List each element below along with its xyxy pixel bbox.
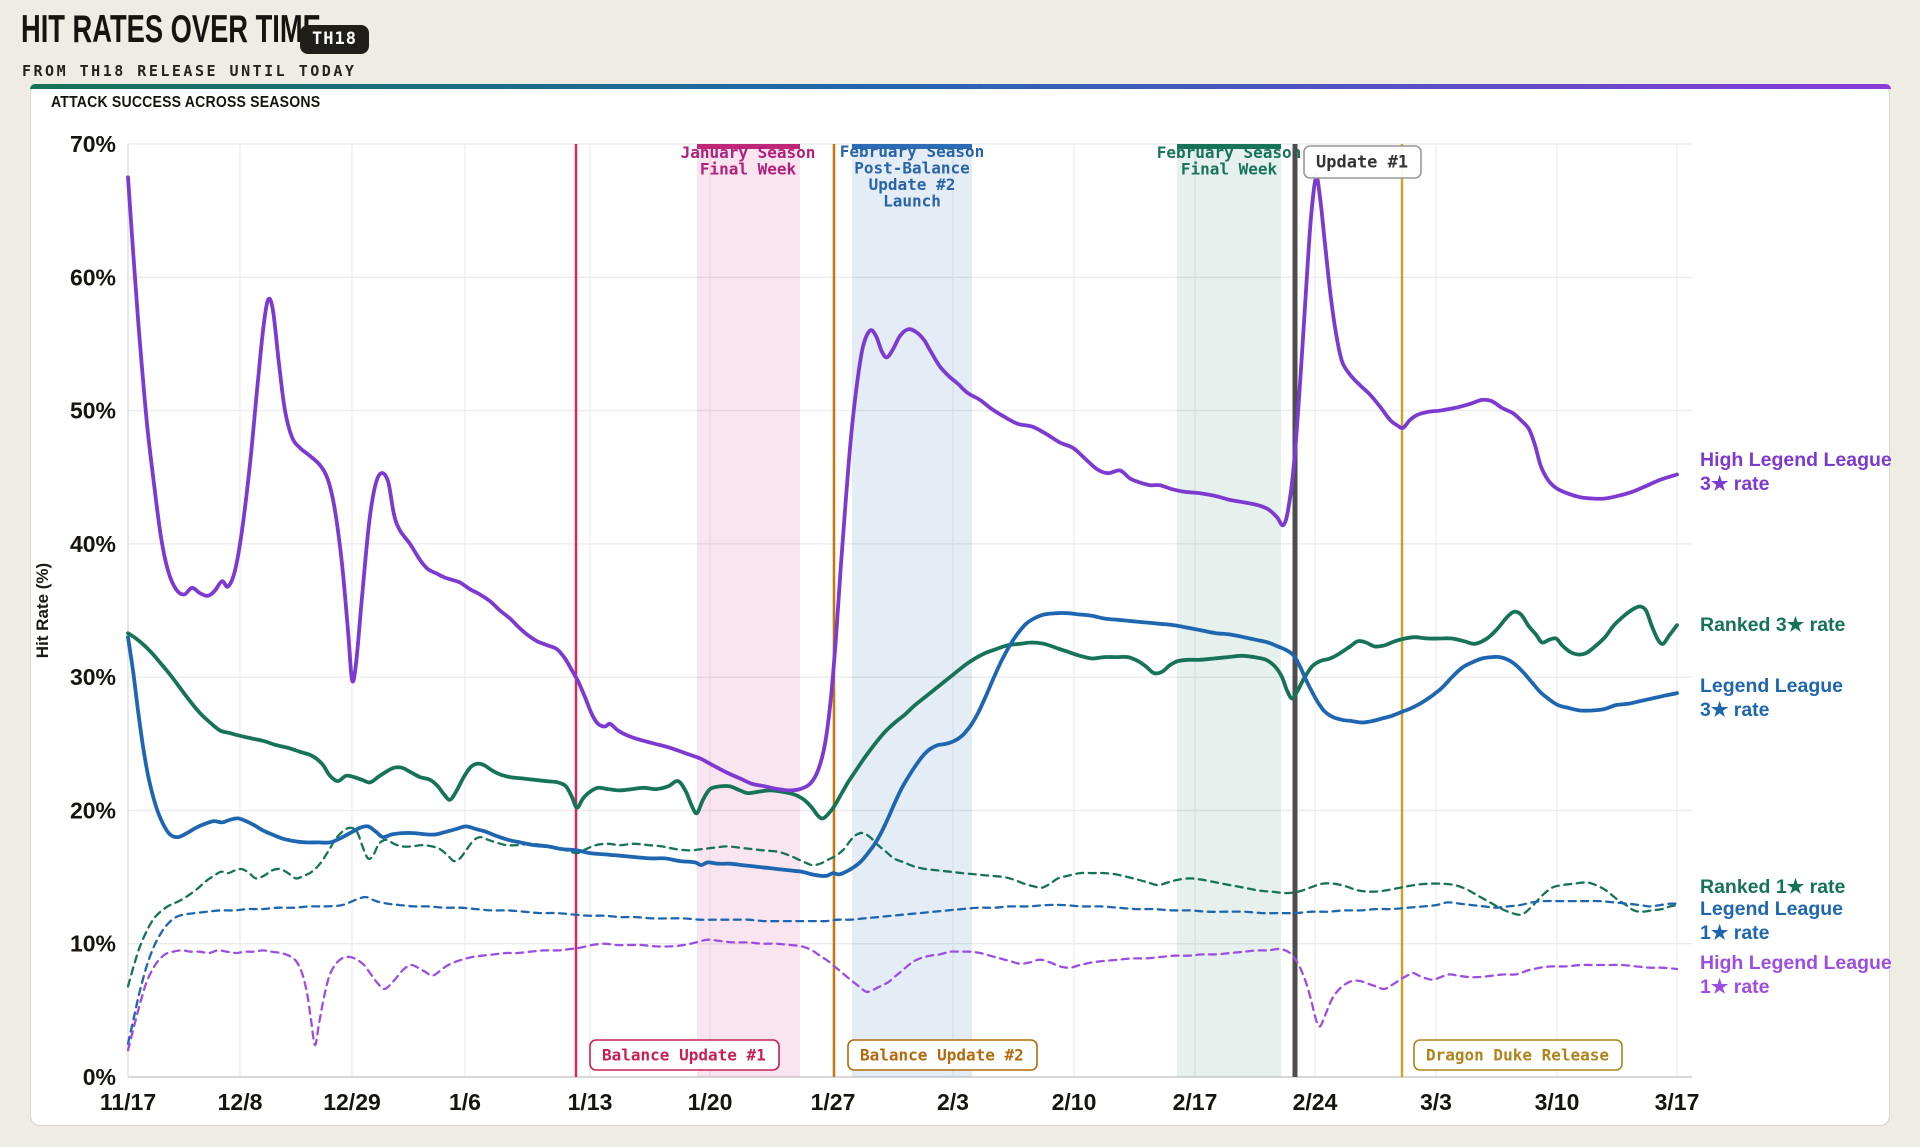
legend-label: High Legend League bbox=[1700, 952, 1892, 974]
x-tick-label: 1/6 bbox=[449, 1089, 481, 1115]
band-label: Final Week bbox=[1181, 160, 1278, 179]
x-tick-label: 2/17 bbox=[1173, 1089, 1218, 1115]
event-label-text: Dragon Duke Release bbox=[1426, 1046, 1609, 1065]
legend-label: Legend League bbox=[1700, 898, 1843, 920]
event-label-text: Update #1 bbox=[1316, 153, 1408, 173]
axes: 70% 60% 50% 40% 30% 20% 10% 0%11/17 12/8 12/29 1/6… bbox=[33, 131, 1699, 1115]
band-area bbox=[1177, 144, 1281, 1077]
page-subtitle: FROM TH18 RELEASE UNTIL TODAY bbox=[22, 62, 357, 80]
x-tick-label: 2/3 bbox=[937, 1089, 969, 1115]
band-label: January Season bbox=[681, 143, 816, 162]
chart-card: ATTACK SUCCESS ACROSS SEASONS bbox=[30, 84, 1891, 1126]
y-axis-title: Hit Rate (%) bbox=[33, 563, 52, 658]
x-tick-label: 11/17 bbox=[100, 1089, 156, 1115]
x-tick-label: 3/17 bbox=[1655, 1089, 1700, 1115]
band-label: February Season bbox=[840, 142, 985, 161]
legend-label: 3★ rate bbox=[1700, 473, 1770, 495]
x-tick-label: 3/10 bbox=[1535, 1089, 1580, 1115]
series-line-high-legend-league-1star bbox=[126, 938, 1679, 1052]
x-tick-label: 1/27 bbox=[811, 1089, 856, 1115]
band-area bbox=[852, 144, 972, 1077]
card-accent-bar bbox=[30, 84, 1891, 89]
series-line-high-legend-league-3star bbox=[126, 174, 1679, 793]
y-tick-label: 30% bbox=[70, 664, 116, 690]
th18-badge: TH18 bbox=[300, 25, 369, 54]
y-tick-label: 20% bbox=[70, 797, 116, 823]
y-tick-label: 10% bbox=[70, 931, 116, 957]
event-label-update-1: Update #1 bbox=[1303, 145, 1422, 179]
x-tick-label: 1/20 bbox=[688, 1089, 733, 1115]
band-label: Update #2 bbox=[869, 175, 956, 194]
page-header: HIT RATES OVER TIME TH18 FROM TH18 RELEA… bbox=[0, 0, 1920, 84]
event-label-balance-update-1: Balance Update #1 bbox=[589, 1039, 780, 1071]
series-line-legend-league-1star bbox=[126, 895, 1679, 1045]
x-tick-label: 12/29 bbox=[323, 1089, 381, 1115]
legend-ranked-3star: Ranked 3★ rate bbox=[1700, 614, 1846, 636]
x-tick-label: 1/13 bbox=[568, 1089, 613, 1115]
y-tick-label: 40% bbox=[70, 531, 116, 557]
y-tick-label: 50% bbox=[70, 398, 116, 424]
legend-label: 1★ rate bbox=[1700, 976, 1770, 998]
event-label-text: Balance Update #1 bbox=[602, 1046, 766, 1065]
band-cap bbox=[697, 144, 800, 149]
legend-ranked-1star: Ranked 1★ rate bbox=[1700, 876, 1846, 898]
series-line-ranked-1star bbox=[126, 826, 1679, 988]
y-tick-label: 60% bbox=[70, 264, 116, 290]
legend-label: 3★ rate bbox=[1700, 699, 1770, 721]
band-area bbox=[697, 144, 800, 1077]
legend-label: High Legend League bbox=[1700, 449, 1892, 471]
legend-label: Legend League bbox=[1700, 675, 1843, 697]
band-cap bbox=[852, 144, 972, 149]
chart-heading: ATTACK SUCCESS ACROSS SEASONS bbox=[51, 94, 321, 111]
event-label-box bbox=[589, 1039, 780, 1071]
band-label: Final Week bbox=[700, 160, 797, 179]
x-tick-label: 3/3 bbox=[1420, 1089, 1452, 1115]
event-label-box bbox=[847, 1039, 1038, 1071]
y-tick-label: 0% bbox=[83, 1064, 116, 1090]
event-label-balance-update-2: Balance Update #2 bbox=[847, 1039, 1038, 1071]
page-title: HIT RATES OVER TIME bbox=[21, 8, 321, 51]
x-tick-label: 2/24 bbox=[1293, 1089, 1338, 1115]
event-label-dragon-duke-release: Dragon Duke Release bbox=[1413, 1039, 1623, 1071]
event-label-box bbox=[1413, 1039, 1623, 1071]
band-cap bbox=[1177, 144, 1281, 149]
y-tick-label: 70% bbox=[70, 131, 116, 157]
legend-label: Ranked 1★ rate bbox=[1700, 876, 1846, 898]
event-label-text: Balance Update #2 bbox=[860, 1046, 1024, 1065]
band-label: Post-Balance bbox=[854, 159, 970, 178]
legend-label: 1★ rate bbox=[1700, 922, 1770, 944]
band-label: Launch bbox=[883, 192, 941, 211]
event-label-box bbox=[1303, 145, 1422, 179]
band-label: February Season bbox=[1157, 143, 1302, 162]
x-tick-label: 12/8 bbox=[218, 1089, 263, 1115]
legend-label: Ranked 3★ rate bbox=[1700, 614, 1846, 636]
series-line-legend-league-3star bbox=[126, 611, 1679, 878]
x-tick-label: 2/10 bbox=[1052, 1089, 1097, 1115]
series-line-ranked-3star bbox=[126, 604, 1679, 821]
